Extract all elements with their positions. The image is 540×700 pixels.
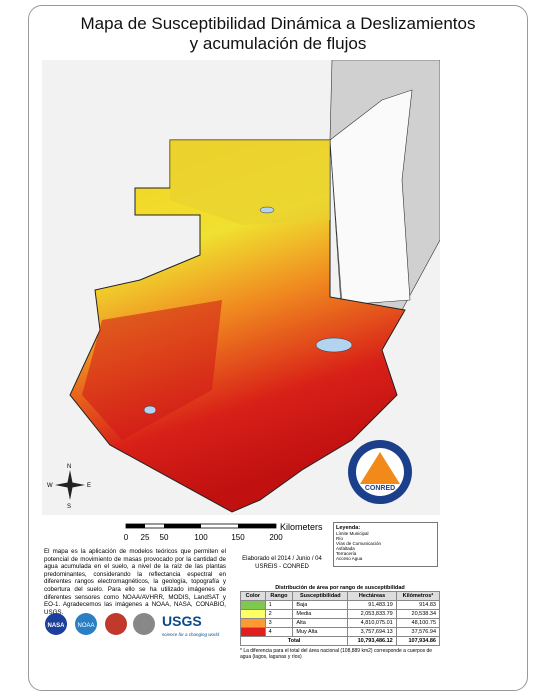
cell: Media [292,609,349,619]
cell: 10,793,486.12 [347,636,397,646]
cell: 4,810,075.01 [347,618,397,628]
cell: Alta [292,618,349,628]
scale-tick: 50 [160,533,169,542]
color-swatch [240,618,266,628]
column-header: Rango [264,591,294,601]
nasa-logo: NASA [47,623,65,629]
subtitle: y acumulación de flujos [189,34,367,53]
cell: 3,757,694.13 [347,627,397,637]
column-header: Hectáreas [347,591,397,601]
scale-tick: 200 [269,533,283,542]
color-swatch [240,627,266,637]
cell: Muy Alta [292,627,349,637]
title: Mapa de Susceptibilidad Dinámica a Desli… [80,14,476,33]
legend-item: Terracería [336,551,357,556]
cell: 48,100.75 [395,618,441,628]
map: N S E W CONRED [42,60,440,515]
column-header: Color [240,591,266,601]
compass-e: E [87,483,91,489]
color-swatch [240,600,266,610]
usgs-logo: USGS [162,613,202,629]
legend-item: Río [336,536,344,541]
compass-w: W [47,483,53,489]
credit-date: Elaborado el 2014 / Junio / 04 [242,556,322,562]
legend: Leyenda: Límite Municipal Río Vías de Comu… [333,522,438,567]
column-header: Kilómetros² [395,591,441,601]
scale-tick: 0 [124,533,129,542]
scale-tick: 100 [194,533,208,542]
logos: NASA NOAA USGS science for a changing wo… [45,613,220,637]
total-row: Total 10,793,486.12 107,934.86 [239,636,441,646]
compass-s: S [67,504,71,510]
scale-bar: Kilometers 0 25 50 100 150 200 [124,522,323,542]
noaa-logo: NOAA [77,623,94,629]
legend-item: Acceso Agua [336,556,363,561]
cell: 107,934.86 [395,636,441,646]
column-header: Susceptibilidad [292,591,349,601]
compass: N S E W [47,464,91,510]
credit-org: USREIS - CONRED [255,564,309,570]
legend-item: Límite Municipal [336,531,369,536]
cell: 91,483.19 [347,600,397,610]
scale-tick: 150 [231,533,245,542]
cell: 20,538.34 [395,609,441,619]
table-row: 4 Muy Alta 3,757,694.13 37,576.94 [240,627,441,637]
table-block: Distribución de área por rango de suscep… [239,585,441,660]
table-note: * La diferencia para el total del área n… [240,648,433,660]
usgs-tag: science for a changing world [162,632,220,637]
color-swatch [240,609,266,619]
cell: 1 [264,600,294,610]
description: El mapa es la aplicación de modelos teór… [44,548,226,616]
table-title: Distribución de área por rango de suscep… [275,585,405,591]
table: Color Rango Susceptibilidad Hectáreas Kilóme… [239,591,441,646]
cell: 37,576.94 [395,627,441,637]
cell: Baja [292,600,349,610]
credits: Elaborado el 2014 / Junio / 04 USREIS - … [242,555,322,571]
table-row: 2 Media 2,053,833.79 20,538.34 [240,609,441,619]
cell: 914.83 [395,600,441,610]
scale-unit: Kilometers [280,522,323,532]
cell: 2,053,833.79 [347,609,397,619]
legend-item: Vías de Comunicación [336,541,382,546]
scale-tick: 25 [141,533,150,542]
legend-title: Leyenda: [336,525,361,531]
conred-logo: CONRED [348,440,412,504]
table-row: 1 Baja 91,483.19 914.83 [240,600,441,610]
logo-text: CONRED [365,485,395,492]
cell: 4 [264,627,294,637]
frame [28,5,528,691]
table-row: 3 Alta 4,810,075.01 48,100.75 [240,618,441,628]
cell: Total [239,636,349,646]
cell: 2 [264,609,294,619]
compass-n: N [67,464,71,470]
legend-item: Asfaltada [336,546,355,551]
cell: 3 [264,618,294,628]
